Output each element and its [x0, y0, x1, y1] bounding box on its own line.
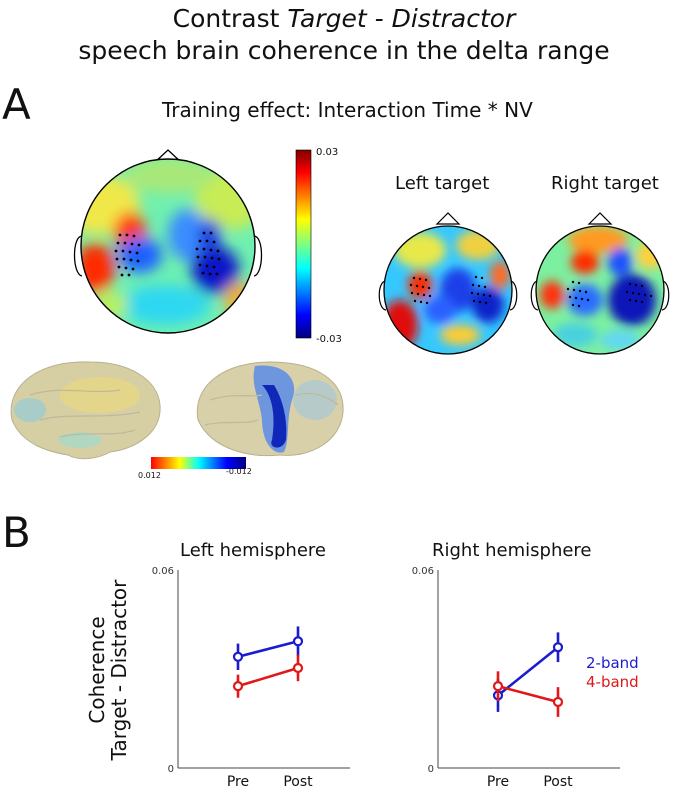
- right-line-4-band: [497, 684, 559, 704]
- left-point-4-band-1: [292, 662, 304, 674]
- left-line-4-band: [237, 666, 299, 688]
- y-axis-label-line2: Target - Distractor: [107, 579, 131, 761]
- legend-4band-label: 4-band: [586, 673, 639, 691]
- right-ear-icon: [253, 235, 263, 277]
- title-italic: Target - Distractor: [287, 4, 516, 33]
- panel-a-letter: A: [2, 80, 31, 129]
- electrode-dots-right: [195, 231, 221, 276]
- title-prefix: Contrast: [172, 4, 288, 33]
- panel-a-heading: Training effect: Interaction Time * NV: [162, 98, 533, 122]
- electrode-dots: [409, 275, 492, 305]
- right-chart-title: Right hemisphere: [432, 540, 592, 561]
- left-point-2-band-1: [292, 636, 304, 647]
- figure-title-line1: Contrast Target - Distractor: [0, 4, 688, 34]
- left-target-head: [378, 212, 518, 355]
- electrode-dots-left: [114, 233, 141, 277]
- nose-icon: [587, 212, 613, 225]
- left-chart-title: Left hemisphere: [180, 540, 326, 561]
- right-hemisphere-chart: 0 0.06 Pre Post: [412, 566, 620, 789]
- right-xtick-post: Post: [543, 774, 573, 789]
- legend-4band: 4-band: [586, 673, 639, 691]
- electrode-dots: [566, 280, 653, 308]
- left-point-2-band-0: [232, 651, 244, 662]
- brain-colorbar-right-label: -0.012: [226, 467, 252, 476]
- right-line-2-band: [497, 646, 559, 697]
- right-point-4-band-0: [492, 681, 504, 692]
- brain-colorbar: [151, 457, 246, 469]
- left-brain-surface: [10, 361, 161, 460]
- left-ear-icon: [73, 235, 83, 277]
- left-xtick-post: Post: [283, 774, 313, 789]
- left-target-label: Left target: [395, 173, 490, 194]
- legend-2band-label: 2-band: [586, 654, 639, 672]
- nose-icon: [435, 212, 461, 225]
- left-line-2-band: [237, 640, 299, 659]
- colorbar-max-label: 0.03: [316, 147, 339, 158]
- y-axis-label-line1: Coherence: [85, 616, 109, 724]
- colorbar-min-label: -0.03: [316, 334, 342, 345]
- right-ytick-0: 0: [428, 764, 434, 775]
- panel-b-letter: B: [2, 508, 31, 557]
- topo-colorbar: [295, 149, 312, 339]
- right-point-4-band-1: [552, 696, 564, 708]
- left-ytick-0: 0: [168, 764, 174, 775]
- right-xtick-pre: Pre: [487, 774, 509, 789]
- right-point-2-band-1: [552, 642, 564, 653]
- figure-title-line2: speech brain coherence in the delta rang…: [78, 36, 610, 65]
- left-ytick-1: 0.06: [152, 566, 174, 577]
- left-point-4-band-0: [232, 681, 244, 692]
- brain-colorbar-left-label: 0.012: [138, 471, 161, 480]
- left-xtick-pre: Pre: [227, 774, 249, 789]
- right-target-label: Right target: [551, 173, 659, 194]
- left-hemisphere-chart: 0 0.06 Pre Post: [152, 566, 350, 789]
- right-brain-surface: [196, 361, 344, 457]
- legend-2band: 2-band: [586, 654, 639, 672]
- right-ytick-1: 0.06: [412, 566, 434, 577]
- big-head-topography: [73, 149, 263, 334]
- right-target-head: [530, 212, 670, 355]
